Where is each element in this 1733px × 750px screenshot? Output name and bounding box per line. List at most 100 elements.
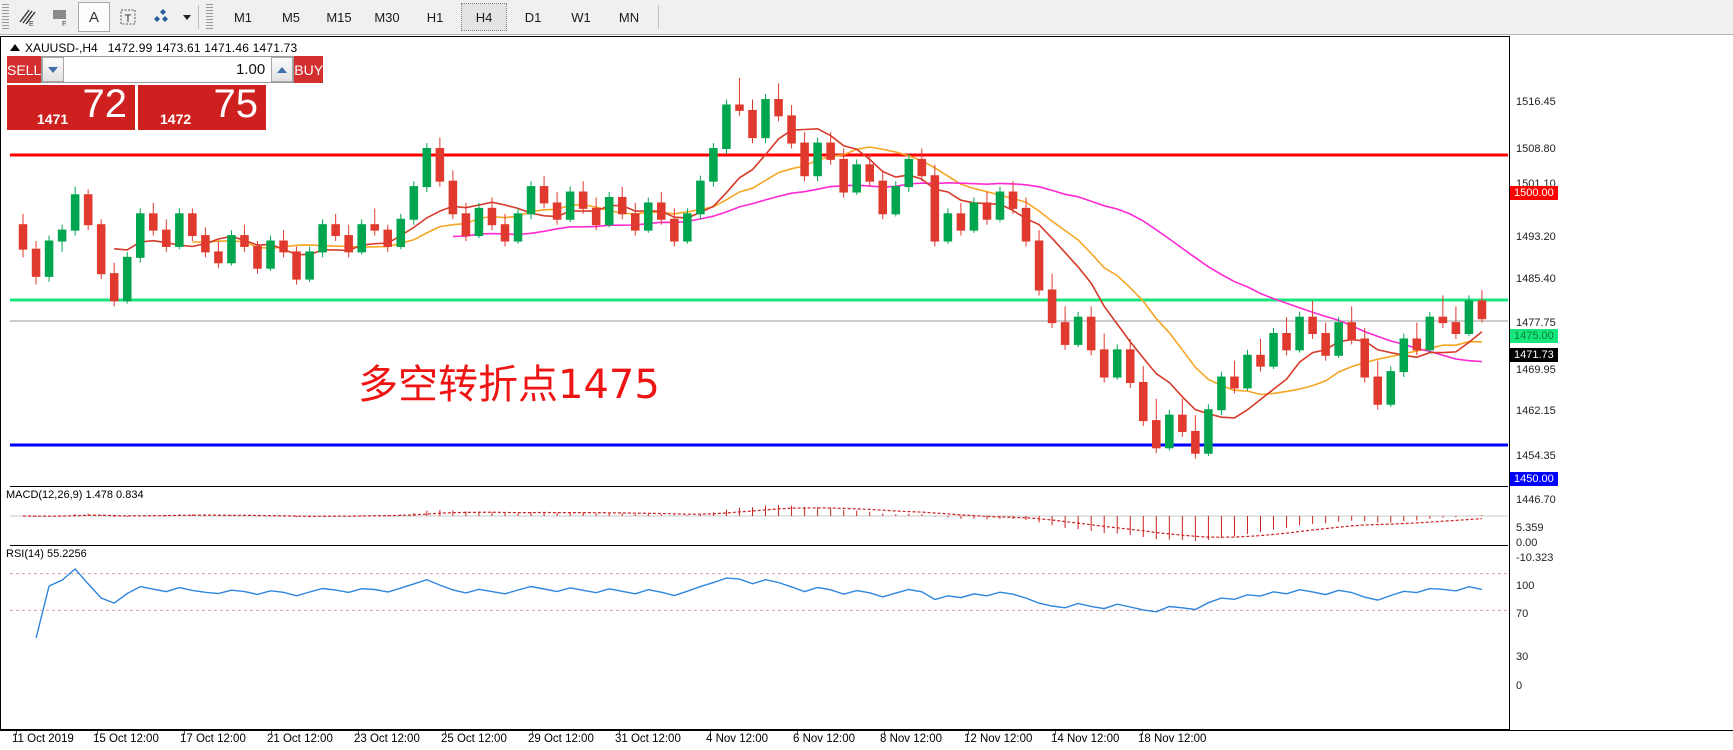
rsi-tick: 0 [1516,680,1523,692]
price-tick: 1454.35 [1516,450,1556,462]
text-a-icon[interactable]: A [78,2,110,32]
trade-controls-row: SELL BUY [7,56,324,83]
buy-price-whole: 1472 [160,111,192,127]
grid-f-icon[interactable]: F [45,3,75,31]
trade-prices-row: 1471 72 1472 75 [7,82,267,130]
macd-label: MACD(12,26,9) 1.478 0.834 [4,489,146,501]
time-tick-label: 6 Nov 12:00 [793,733,856,745]
svg-text:T: T [125,13,132,25]
time-tick-label: 15 Oct 12:00 [93,733,159,745]
price-tick: 1485.40 [1516,273,1556,285]
timeframe-mn[interactable]: MN [618,9,640,25]
toolbar-grip[interactable] [2,4,9,30]
symbol-label: XAUUSD-,H4 [25,40,98,55]
collapse-triangle-icon[interactable] [10,44,20,51]
time-tick-label: 23 Oct 12:00 [354,733,420,745]
chart-annotation-text: 多空转折点1475 [358,362,660,408]
volume-decrement-button[interactable] [42,57,65,82]
price-badge: 1500.00 [1510,186,1558,200]
timeframe-grip[interactable] [206,4,213,30]
ohlc-values: 1472.99 1473.61 1471.46 1471.73 [107,40,298,55]
macd-tick: 0.00 [1516,537,1538,549]
buy-button[interactable]: BUY [294,56,324,83]
macd-plot-area[interactable] [10,486,1508,545]
time-tick-label: 31 Oct 12:00 [615,733,681,745]
price-tick: 1446.70 [1516,494,1556,506]
time-tick-mark [358,731,359,735]
rsi-tick: 70 [1516,608,1529,620]
main-toolbar: E F A T M1 M5 M15 M30 H1 H4 D1 W1 MN [0,0,1733,35]
price-tick: 1516.45 [1516,96,1556,108]
time-tick-mark [884,731,885,735]
price-tick: 1508.80 [1516,143,1556,155]
text-box-t-icon[interactable]: T [113,3,143,31]
time-tick-mark [532,731,533,735]
rsi-tick: 30 [1516,651,1529,663]
timeframe-group: M1 M5 M15 M30 H1 H4 D1 W1 MN [219,3,653,31]
time-tick-mark [1142,731,1143,735]
sell-price-whole: 1471 [37,111,69,127]
timeframe-d1[interactable]: D1 [524,9,542,25]
volume-field-wrapper[interactable] [41,56,295,83]
price-scale[interactable]: 1516.45 1508.80 1501.10 1493.20 1485.40 1477.… [1509,36,1733,730]
time-tick-label: 14 Nov 12:00 [1051,733,1120,745]
time-tick-mark [184,731,185,735]
time-tick-mark [271,731,272,735]
price-badge: 1475.00 [1510,329,1558,343]
price-tick: 1462.15 [1516,405,1556,417]
sell-price-frac: 72 [82,82,128,126]
time-tick-mark [445,731,446,735]
timeframe-h1[interactable]: H1 [426,9,444,25]
time-tick-mark [1055,731,1056,735]
rsi-svg [10,568,1508,638]
objects-icon[interactable] [146,3,176,31]
sell-price-box[interactable]: 1471 72 [7,82,135,130]
one-click-trading-panel: SELL BUY 1471 72 1472 75 [7,56,324,131]
macd-tick: 5.359 [1516,522,1544,534]
price-tick: 1477.75 [1516,317,1556,329]
time-tick-label: 4 Nov 12:00 [706,733,769,745]
toolbar-divider-2 [658,5,659,29]
time-tick-mark [97,731,98,735]
toolbar-divider [198,5,199,29]
time-tick-label: 25 Oct 12:00 [441,733,507,745]
svg-text:F: F [62,21,66,27]
timeframe-w1[interactable]: W1 [571,9,591,25]
price-badge: 1471.73 [1510,348,1558,362]
rsi-plot-area[interactable] [10,545,1508,638]
price-plot-area[interactable] [10,56,1508,475]
rsi-label: RSI(14) 55.2256 [4,548,89,560]
price-tick: 1493.20 [1516,231,1556,243]
timeframe-m5[interactable]: M5 [281,9,301,25]
time-tick-mark [710,731,711,735]
crosshair-f-icon[interactable]: E [12,3,42,31]
candlestick-svg [10,77,1508,459]
svg-text:E: E [29,21,34,27]
time-tick-mark [797,731,798,735]
time-tick-mark [619,731,620,735]
objects-dropdown-caret-icon[interactable] [179,3,193,31]
time-tick-label: 18 Nov 12:00 [1138,733,1207,745]
time-scale[interactable]: 11 Oct 2019 15 Oct 12:00 17 Oct 12:00 21 Oc… [0,730,1733,750]
time-tick-mark [16,731,17,735]
volume-increment-button[interactable] [271,57,294,82]
timeframe-h4[interactable]: H4 [461,3,507,31]
time-tick-label: 29 Oct 12:00 [528,733,594,745]
rsi-tick: 100 [1516,580,1535,592]
chart-frame[interactable] [0,36,1509,730]
volume-input[interactable] [64,57,272,82]
time-tick-label: 12 Nov 12:00 [964,733,1033,745]
time-tick-label: 17 Oct 12:00 [180,733,246,745]
sell-button[interactable]: SELL [7,56,42,83]
macd-tick: -10.323 [1516,552,1554,564]
price-tick: 1469.95 [1516,364,1556,376]
timeframe-m1[interactable]: M1 [233,9,253,25]
time-tick-label: 8 Nov 12:00 [880,733,943,745]
timeframe-m15[interactable]: M15 [326,9,352,25]
buy-price-box[interactable]: 1472 75 [138,82,266,130]
time-tick-label: 11 Oct 2019 [12,733,74,745]
price-badge: 1450.00 [1510,472,1558,486]
symbol-info-bar: XAUUSD-,H4 1472.99 1473.61 1471.46 1471.… [10,40,297,55]
timeframe-m30[interactable]: M30 [374,9,400,25]
time-tick-label: 21 Oct 12:00 [267,733,333,745]
